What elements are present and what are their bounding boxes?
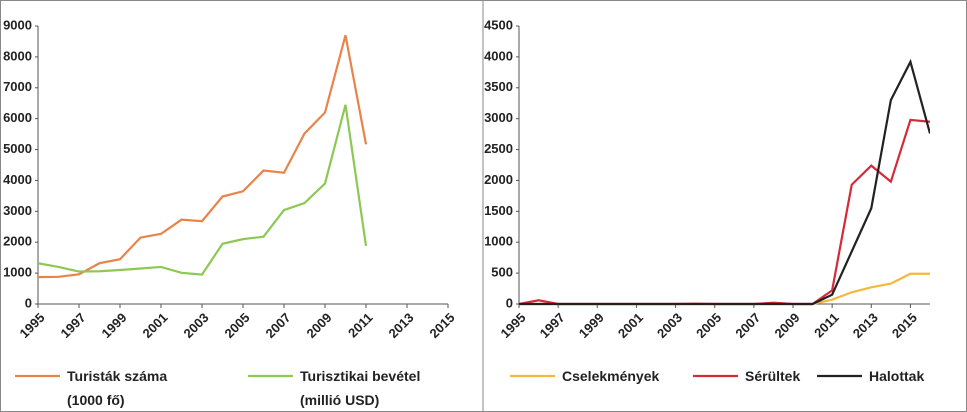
y-tick-label: 7000 (3, 79, 32, 94)
x-tick-label: 2015 (889, 310, 920, 341)
series-line (519, 58, 930, 306)
x-tick-label: 2009 (303, 310, 334, 341)
x-tick-label: 2003 (654, 310, 685, 341)
legend-label: Turisztikai bevétel (millió USD) (300, 368, 421, 408)
x-tick-label: 2011 (345, 310, 376, 341)
x-tick-label: 2007 (262, 310, 293, 341)
y-tick-label: 3500 (484, 79, 513, 94)
x-tick-label: 1999 (98, 310, 129, 341)
y-tick-label: 1000 (484, 234, 513, 249)
x-tick-label: 2009 (771, 310, 802, 341)
y-tick-label: 2000 (484, 172, 513, 187)
x-tick-label: 2015 (426, 310, 457, 341)
series-line (38, 104, 368, 276)
y-tick-label: 4000 (484, 48, 513, 63)
x-tick-label: 2011 (811, 310, 842, 341)
x-tick-label: 2005 (693, 310, 724, 341)
series-line (519, 118, 930, 306)
legend-label: Cselekmények (562, 368, 660, 384)
y-tick-label: 9000 (3, 17, 32, 32)
legend-label: Sérültek (745, 368, 801, 384)
x-tick-label: 2007 (732, 310, 763, 341)
y-tick-label: 500 (491, 265, 513, 280)
y-tick-label: 2000 (3, 234, 32, 249)
y-tick-label: 0 (506, 295, 513, 310)
x-tick-label: 2013 (850, 310, 881, 341)
x-tick-label: 2013 (385, 310, 416, 341)
y-tick-label: 5000 (3, 141, 32, 156)
y-tick-label: 3000 (3, 203, 32, 218)
x-tick-label: 2003 (180, 310, 211, 341)
x-tick-label: 1997 (537, 310, 568, 341)
x-tick-label: 2001 (615, 310, 646, 341)
x-tick-label: 2001 (139, 310, 170, 341)
series-line (38, 34, 368, 279)
y-tick-label: 4500 (484, 17, 513, 32)
y-tick-label: 1000 (3, 265, 32, 280)
y-tick-label: 2500 (484, 141, 513, 156)
y-tick-label: 4000 (3, 172, 32, 187)
x-tick-label: 2005 (221, 310, 252, 341)
x-tick-label: 1995 (497, 310, 528, 341)
legend-label: Turisták száma (1000 fő) (67, 368, 168, 408)
x-tick-label: 1995 (16, 310, 47, 341)
x-tick-label: 1999 (576, 310, 607, 341)
y-tick-label: 3000 (484, 110, 513, 125)
series-line (519, 272, 930, 306)
y-tick-label: 6000 (3, 110, 32, 125)
x-tick-label: 1997 (57, 310, 88, 341)
y-tick-label: 8000 (3, 48, 32, 63)
y-tick-label: 1500 (484, 203, 513, 218)
y-tick-label: 0 (25, 295, 32, 310)
legend-label: Halottak (869, 368, 925, 384)
